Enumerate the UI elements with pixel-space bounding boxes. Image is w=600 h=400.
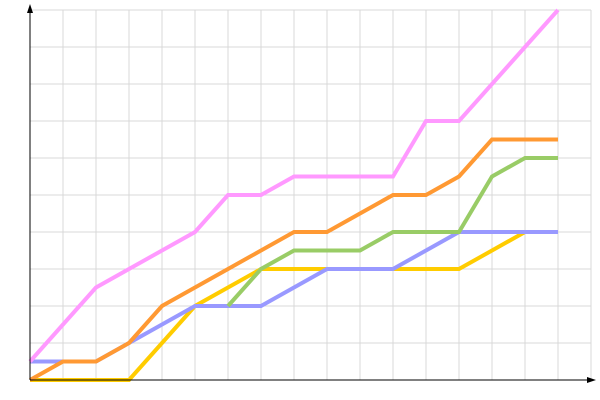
y-axis-arrow-icon xyxy=(27,4,33,13)
series-line-2 xyxy=(226,156,558,308)
series-line-4 xyxy=(28,8,560,363)
series-line-3 xyxy=(29,137,558,382)
grid xyxy=(30,9,592,380)
axes xyxy=(27,4,596,383)
x-axis-arrow-icon xyxy=(587,377,596,383)
